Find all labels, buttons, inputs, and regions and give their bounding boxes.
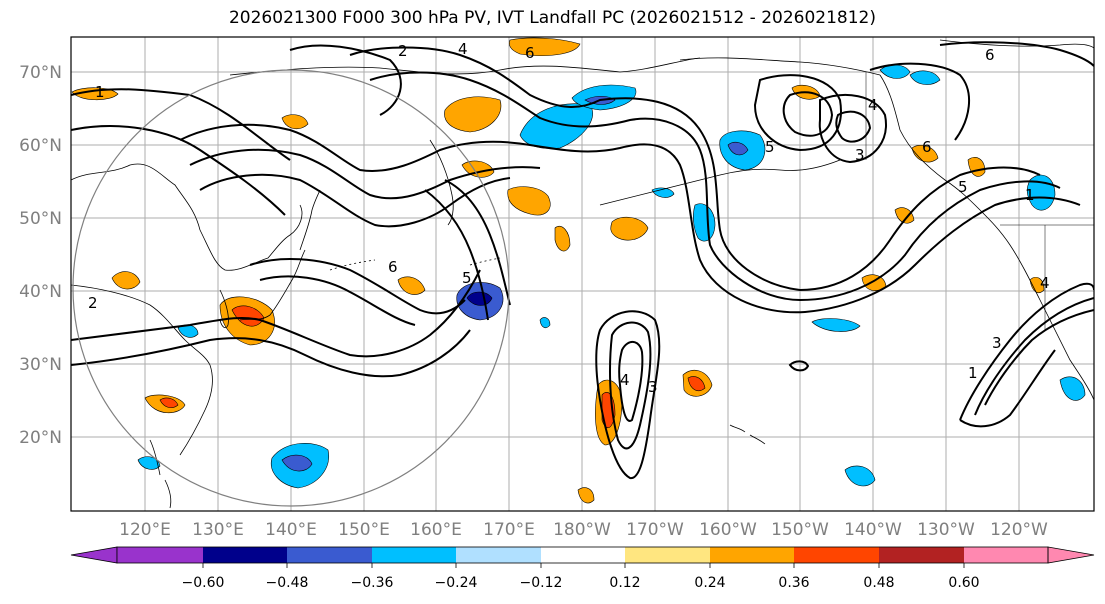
colorbar-segment <box>456 547 541 563</box>
svg-text:4: 4 <box>620 371 630 389</box>
colorbar-tick-label: −0.36 <box>351 575 394 591</box>
colorbar-tick-label: 0.60 <box>948 575 979 591</box>
map-frame <box>70 36 1095 512</box>
svg-text:6: 6 <box>922 138 932 156</box>
svg-text:20°N: 20°N <box>19 428 62 448</box>
svg-text:140°W: 140°W <box>844 520 902 540</box>
colorbar-extend-low <box>70 546 118 564</box>
svg-text:5: 5 <box>958 178 968 196</box>
colorbar-tick-label: 0.12 <box>609 575 640 591</box>
longitude-labels: 120°E 130°E 140°E 150°E 160°E 170°E 180°… <box>119 520 1048 540</box>
svg-text:3: 3 <box>992 334 1002 352</box>
svg-text:5: 5 <box>765 138 775 156</box>
colorbar-segment <box>117 547 203 563</box>
svg-text:5: 5 <box>462 269 472 287</box>
svg-text:6: 6 <box>388 258 398 276</box>
region-circle <box>72 69 510 507</box>
colorbar-tick-label: −0.24 <box>435 575 478 591</box>
colorbar-tick-label: −0.12 <box>520 575 563 591</box>
svg-text:1: 1 <box>968 364 978 382</box>
svg-text:1: 1 <box>1025 186 1035 204</box>
svg-text:60°N: 60°N <box>19 136 62 156</box>
colorbar-tick-label: 0.24 <box>694 575 725 591</box>
svg-text:160°W: 160°W <box>699 520 757 540</box>
map-title: 2026021300 F000 300 hPa PV, IVT Landfall… <box>228 8 876 28</box>
svg-text:70°N: 70°N <box>19 63 62 83</box>
svg-text:4: 4 <box>458 40 468 58</box>
svg-text:4: 4 <box>1040 274 1050 292</box>
svg-text:6: 6 <box>985 46 995 64</box>
svg-text:1: 1 <box>95 83 105 101</box>
svg-text:150°E: 150°E <box>338 520 390 540</box>
svg-text:2: 2 <box>88 294 98 312</box>
colorbar-extend-high <box>1047 546 1095 564</box>
latitude-labels: 70°N 60°N 50°N 40°N 30°N 20°N <box>19 63 62 448</box>
colorbar-segment <box>625 547 710 563</box>
pv-contour-labels: 1 2 2 4 6 6 5 4 3 4 6 6 1 3 4 5 1 5 3 <box>88 40 1050 396</box>
svg-text:150°W: 150°W <box>771 520 829 540</box>
svg-text:160°E: 160°E <box>410 520 462 540</box>
svg-text:180°W: 180°W <box>553 520 611 540</box>
colorbar-segment <box>372 547 456 563</box>
svg-text:3: 3 <box>648 378 658 396</box>
svg-text:120°W: 120°W <box>990 520 1048 540</box>
svg-text:170°E: 170°E <box>483 520 535 540</box>
colorbar-tick-label: −0.48 <box>266 575 309 591</box>
svg-text:30°N: 30°N <box>19 355 62 375</box>
colorbar-segment <box>541 547 625 563</box>
svg-text:2: 2 <box>398 42 408 60</box>
colorbar-tick-label: 0.48 <box>863 575 894 591</box>
colorbar-segment <box>879 547 964 563</box>
colorbar-segment <box>287 547 372 563</box>
svg-text:120°E: 120°E <box>119 520 171 540</box>
svg-text:170°W: 170°W <box>626 520 684 540</box>
svg-text:130°W: 130°W <box>917 520 975 540</box>
colorbar-segment <box>203 547 287 563</box>
colorbar-tick-label: 0.36 <box>778 575 809 591</box>
colorbar-segment <box>710 547 794 563</box>
colorbar-segment <box>964 547 1048 563</box>
svg-text:40°N: 40°N <box>19 282 62 302</box>
svg-text:3: 3 <box>855 146 865 164</box>
svg-text:6: 6 <box>525 44 535 62</box>
svg-text:140°E: 140°E <box>265 520 317 540</box>
svg-text:50°N: 50°N <box>19 209 62 229</box>
svg-text:130°E: 130°E <box>192 520 244 540</box>
graticule <box>71 37 1094 511</box>
colorbar-segment <box>794 547 879 563</box>
colorbar-frame <box>116 546 1049 564</box>
colorbar: −0.60 −0.48 −0.36 −0.24 −0.12 0.12 0.24 … <box>70 546 1095 591</box>
svg-text:4: 4 <box>868 96 878 114</box>
colorbar-tick-label: −0.60 <box>182 575 225 591</box>
